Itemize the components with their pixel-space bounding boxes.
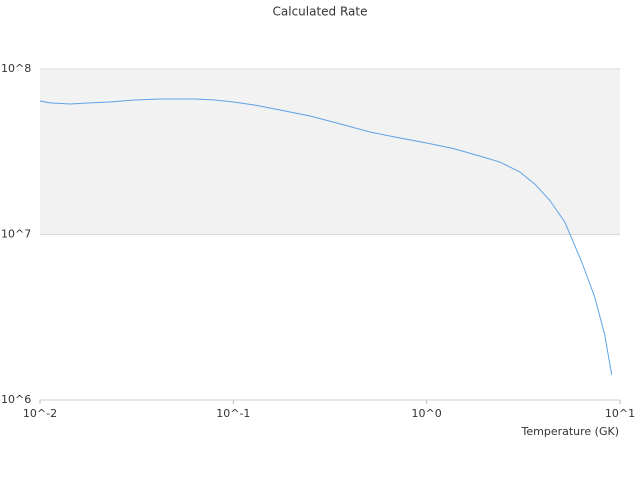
x-tick-label: 10^-1 (216, 407, 250, 420)
y-tick-label: 10^8 (1, 62, 31, 75)
data-line (39, 98, 613, 375)
chart-title: Calculated Rate (273, 5, 368, 19)
x-tick-label: 10^-2 (23, 407, 57, 420)
y-tick-label: 10^6 (1, 393, 31, 406)
x-tick-label: 10^1 (605, 407, 635, 420)
x-axis-title: Temperature (GK) (521, 425, 620, 438)
y-tick-label: 10^7 (1, 228, 31, 241)
plot-band (40, 234, 620, 400)
x-tick-label: 10^0 (412, 407, 442, 420)
plot-band (40, 69, 620, 235)
